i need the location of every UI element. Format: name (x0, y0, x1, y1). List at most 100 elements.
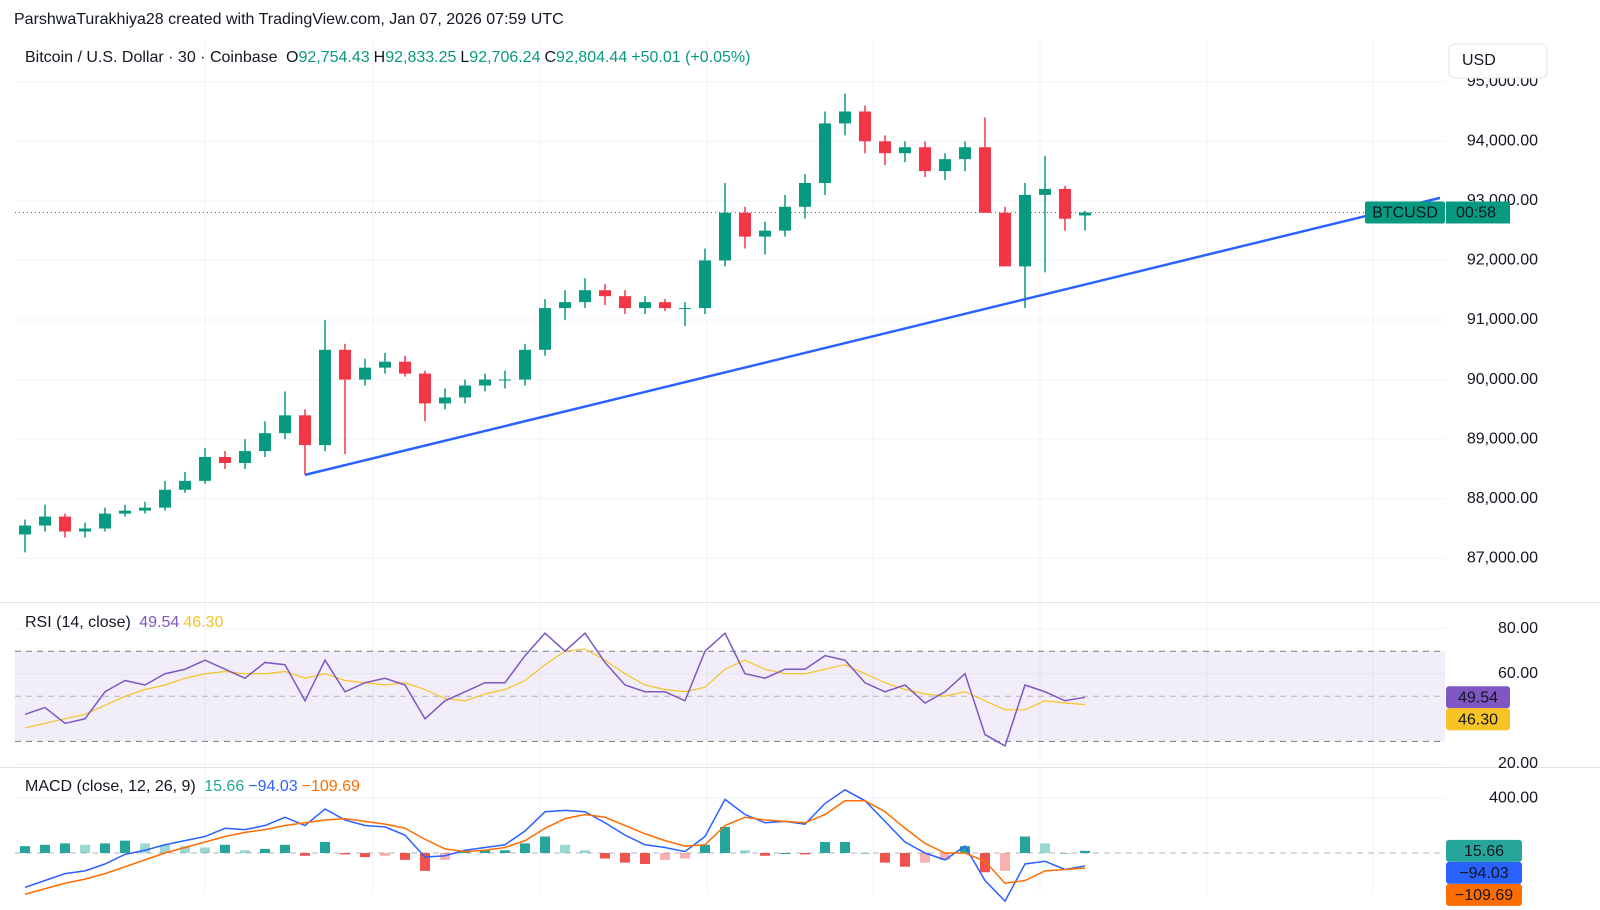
histogram-bar (660, 853, 670, 860)
legend-value: −94.03 (248, 778, 298, 795)
y-tick-label: 20.00 (1498, 755, 1538, 772)
candle-body (679, 308, 691, 310)
candle-body (739, 212, 751, 237)
candle-body (539, 308, 551, 350)
candle-body (999, 212, 1011, 267)
y-tick-label: 89,000.00 (1467, 430, 1538, 447)
price-legend: Bitcoin / U.S. Dollar · 30 · Coinbase O9… (25, 49, 754, 67)
candle-body (559, 302, 571, 309)
candle-body (279, 415, 291, 434)
candle-body (439, 397, 451, 404)
rsi-line (24, 631, 1086, 747)
histogram-bar (20, 846, 30, 854)
candle-body (899, 147, 911, 154)
candle-body (519, 349, 531, 380)
candle-body (619, 296, 631, 309)
candle-body (919, 147, 931, 172)
histogram-bar (180, 846, 190, 854)
histogram-bar (340, 853, 350, 855)
candle-body (599, 290, 611, 297)
histogram-bar (900, 853, 910, 867)
y-tick-label: 87,000.00 (1467, 550, 1538, 567)
candle-body (499, 379, 511, 381)
y-tick-label: 92,000.00 (1467, 252, 1538, 269)
candle-body (659, 302, 671, 309)
histogram-bar (520, 843, 530, 854)
ohlc-key: L (460, 49, 470, 66)
y-tick-label: 88,000.00 (1467, 490, 1538, 507)
candle-body (39, 516, 51, 526)
histogram-bar (720, 826, 730, 854)
legend-value: 15.66 (204, 778, 245, 795)
ohlc-value: 92,754.43 (298, 49, 370, 66)
trendline (304, 196, 1441, 477)
candle-body (399, 361, 411, 374)
macd-line (24, 800, 1086, 895)
symbol-title: Bitcoin / U.S. Dollar · 30 · Coinbase (25, 49, 278, 66)
ohlc-key: O (286, 49, 299, 66)
candle-body (799, 182, 811, 207)
histogram-bar (620, 853, 630, 863)
histogram-bar (120, 840, 130, 854)
price-label: 46.30 (1458, 712, 1498, 729)
price-label: 49.54 (1458, 690, 1498, 707)
candle-body (19, 525, 31, 535)
histogram-bar (380, 853, 390, 856)
histogram-bar (580, 850, 590, 854)
histogram-bar (1000, 853, 1010, 871)
rsi-line (24, 648, 1086, 729)
histogram-bar (40, 844, 50, 854)
candle-body (1039, 188, 1051, 195)
histogram-bar (60, 843, 70, 854)
histogram-bar (400, 853, 410, 860)
histogram-bar (960, 846, 970, 854)
histogram-bar (640, 853, 650, 865)
histogram-bar (480, 850, 490, 854)
candle-body (979, 147, 991, 213)
histogram-bar (560, 844, 570, 854)
symbol-label: BTCUSD (1372, 205, 1438, 222)
histogram-bar (260, 848, 270, 854)
histogram-bar (200, 847, 210, 854)
histogram-bar (840, 842, 850, 854)
candle-body (839, 111, 851, 124)
histogram-bar (220, 844, 230, 854)
candle-body (59, 516, 71, 532)
candle-body (579, 290, 591, 303)
candle-body (959, 147, 971, 160)
candle-body (719, 212, 731, 261)
candle-body (139, 507, 151, 511)
candle-body (359, 367, 371, 380)
histogram-bar (500, 850, 510, 854)
price-label-box (1446, 686, 1510, 709)
price-label-box (1446, 708, 1510, 731)
histogram-bar (860, 853, 870, 855)
candle-body (179, 480, 191, 490)
macd-legend: MACD (close, 12, 26, 9) 15.66 −94.03 −109.… (25, 778, 364, 796)
legend-value: 49.54 (139, 614, 180, 631)
histogram-bar (420, 853, 430, 871)
y-tick-label: 91,000.00 (1467, 311, 1538, 328)
macd-line (24, 788, 1086, 903)
histogram-bar (680, 853, 690, 859)
rsi-legend: RSI (14, close) 49.54 46.30 (25, 614, 227, 632)
histogram-bar (540, 836, 550, 854)
histogram-bar (780, 853, 790, 855)
candle-body (459, 385, 471, 398)
candle-body (419, 373, 431, 404)
credit: ParshwaTurakhiya28 created with TradingV… (14, 11, 564, 28)
price-label: −109.69 (1455, 887, 1513, 904)
histogram-bar (360, 853, 370, 858)
candle-body (479, 379, 491, 386)
candle-body (639, 302, 651, 309)
candles (19, 93, 1091, 553)
candle-body (699, 260, 711, 309)
histogram-bar (980, 853, 990, 873)
histogram-bar (740, 850, 750, 854)
histogram-bar (300, 853, 310, 856)
candle-body (239, 451, 251, 463)
candle-body (859, 111, 871, 142)
histogram-bar (1080, 850, 1090, 854)
price-label-box (1446, 883, 1522, 906)
